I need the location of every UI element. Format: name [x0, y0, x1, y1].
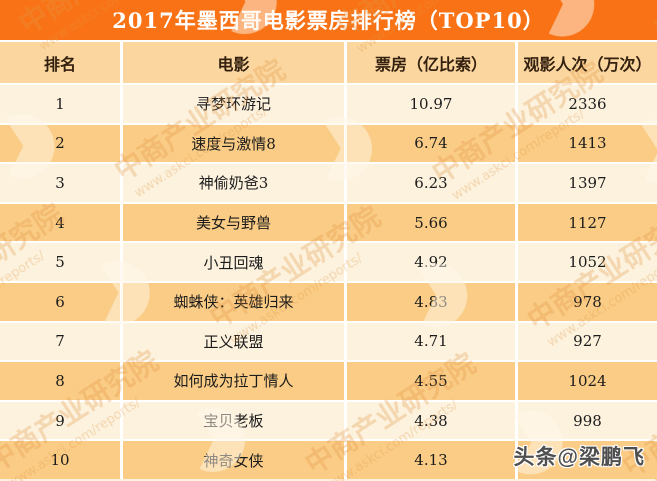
boxoffice-cell: 4.38	[347, 401, 518, 440]
boxoffice-cell: 4.83	[347, 282, 518, 321]
rank-cell: 5	[0, 243, 123, 281]
column-header-boxoffice: 票房（亿比索）	[347, 42, 518, 83]
admissions-cell	[518, 441, 657, 479]
rank-cell: 1	[0, 85, 123, 123]
movie-cell: 如何成为拉丁情人	[123, 362, 347, 400]
movie-cell: 速度与激情8	[123, 124, 347, 163]
table-row: 3 神偷奶爸3 6.23 1397	[0, 164, 657, 204]
page-title: 2017年墨西哥电影票房排行榜（TOP10）	[112, 8, 545, 33]
admissions-cell: 998	[573, 411, 602, 430]
rank-cell: 3	[0, 164, 123, 202]
admissions-cell: 1052	[568, 253, 607, 272]
rank-cell: 4	[0, 203, 123, 242]
admissions-cell: 1397	[568, 173, 607, 192]
rank-cell: 7	[0, 322, 123, 361]
admissions-cell: 1024	[568, 371, 607, 390]
movie-cell: 神奇女侠	[123, 441, 347, 479]
column-header-movie: 电影	[123, 42, 347, 83]
table-row: 2 速度与激情8 6.74 1413	[0, 124, 657, 165]
movie-cell: 蜘蛛侠：英雄归来	[123, 282, 347, 321]
boxoffice-cell: 4.13	[347, 441, 518, 479]
table-row: 6 蜘蛛侠：英雄归来 4.83 978	[0, 282, 657, 323]
table-row: 8 如何成为拉丁情人 4.55 1024	[0, 362, 657, 402]
boxoffice-cell: 4.92	[347, 243, 518, 281]
movie-cell: 小丑回魂	[123, 243, 347, 281]
table-row: 7 正义联盟 4.71 927	[0, 322, 657, 363]
table-header-row: 排名 电影 票房（亿比索） 观影人次（万次）	[0, 42, 657, 85]
admissions-cell: 1413	[568, 134, 607, 153]
admissions-cell: 2336	[568, 94, 607, 113]
admissions-cell: 1127	[568, 213, 607, 232]
movie-cell: 寻梦环游记	[123, 85, 347, 123]
rank-cell: 10	[0, 441, 123, 479]
movie-cell: 美女与野兽	[123, 203, 347, 242]
rank-cell: 9	[0, 401, 123, 440]
table-row: 5 小丑回魂 4.92 1052	[0, 243, 657, 283]
rank-cell: 8	[0, 362, 123, 400]
boxoffice-cell: 6.23	[347, 164, 518, 202]
admissions-cell: 978	[573, 292, 602, 311]
boxoffice-cell: 4.55	[347, 362, 518, 400]
movie-cell: 宝贝老板	[123, 401, 347, 440]
movie-cell: 正义联盟	[123, 322, 347, 361]
title-bar: 2017年墨西哥电影票房排行榜（TOP10）	[0, 0, 657, 42]
column-header-admissions: 观影人次（万次）	[523, 54, 652, 74]
movie-cell: 神偷奶爸3	[123, 164, 347, 202]
rank-cell: 2	[0, 124, 123, 163]
table-row: 4 美女与野兽 5.66 1127	[0, 203, 657, 244]
boxoffice-cell: 5.66	[347, 203, 518, 242]
table-row: 9 宝贝老板 4.38 998	[0, 401, 657, 442]
boxoffice-cell: 10.97	[347, 85, 518, 123]
column-header-rank: 排名	[0, 42, 123, 83]
admissions-cell: 927	[573, 332, 602, 351]
table-row: 1 寻梦环游记 10.97 2336	[0, 85, 657, 125]
table-row: 10 神奇女侠 4.13	[0, 441, 657, 479]
boxoffice-cell: 6.74	[347, 124, 518, 163]
boxoffice-cell: 4.71	[347, 322, 518, 361]
box-office-table: 排名 电影 票房（亿比索） 观影人次（万次） 1 寻梦环游记 10.97 233…	[0, 42, 657, 479]
rank-cell: 6	[0, 282, 123, 321]
